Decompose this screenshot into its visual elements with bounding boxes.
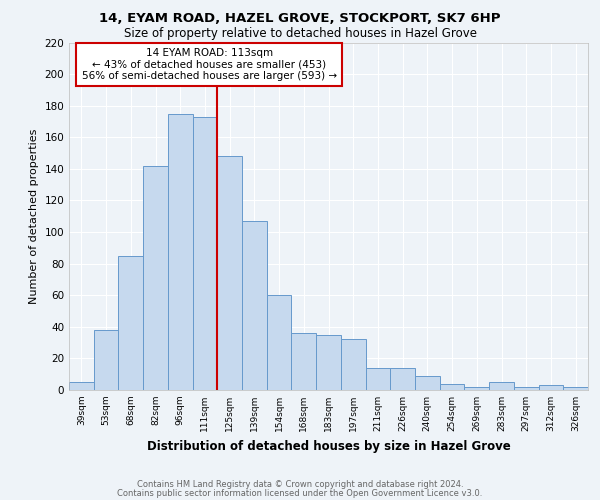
Bar xyxy=(539,386,563,390)
Bar xyxy=(143,166,168,390)
Bar xyxy=(341,340,365,390)
Bar xyxy=(217,156,242,390)
Y-axis label: Number of detached properties: Number of detached properties xyxy=(29,128,39,304)
Bar xyxy=(168,114,193,390)
Bar xyxy=(193,116,217,390)
Bar xyxy=(365,368,390,390)
Bar xyxy=(292,333,316,390)
Bar xyxy=(242,221,267,390)
Text: 14 EYAM ROAD: 113sqm
← 43% of detached houses are smaller (453)
56% of semi-deta: 14 EYAM ROAD: 113sqm ← 43% of detached h… xyxy=(82,48,337,81)
Bar xyxy=(440,384,464,390)
Bar xyxy=(316,334,341,390)
Text: 14, EYAM ROAD, HAZEL GROVE, STOCKPORT, SK7 6HP: 14, EYAM ROAD, HAZEL GROVE, STOCKPORT, S… xyxy=(99,12,501,26)
Bar xyxy=(390,368,415,390)
Bar xyxy=(415,376,440,390)
Bar xyxy=(489,382,514,390)
Text: Contains public sector information licensed under the Open Government Licence v3: Contains public sector information licen… xyxy=(118,490,482,498)
Bar xyxy=(118,256,143,390)
X-axis label: Distribution of detached houses by size in Hazel Grove: Distribution of detached houses by size … xyxy=(146,440,511,452)
Bar xyxy=(464,387,489,390)
Bar xyxy=(514,387,539,390)
Bar xyxy=(563,387,588,390)
Text: Contains HM Land Registry data © Crown copyright and database right 2024.: Contains HM Land Registry data © Crown c… xyxy=(137,480,463,489)
Bar xyxy=(267,295,292,390)
Text: Size of property relative to detached houses in Hazel Grove: Size of property relative to detached ho… xyxy=(124,28,476,40)
Bar xyxy=(69,382,94,390)
Bar xyxy=(94,330,118,390)
